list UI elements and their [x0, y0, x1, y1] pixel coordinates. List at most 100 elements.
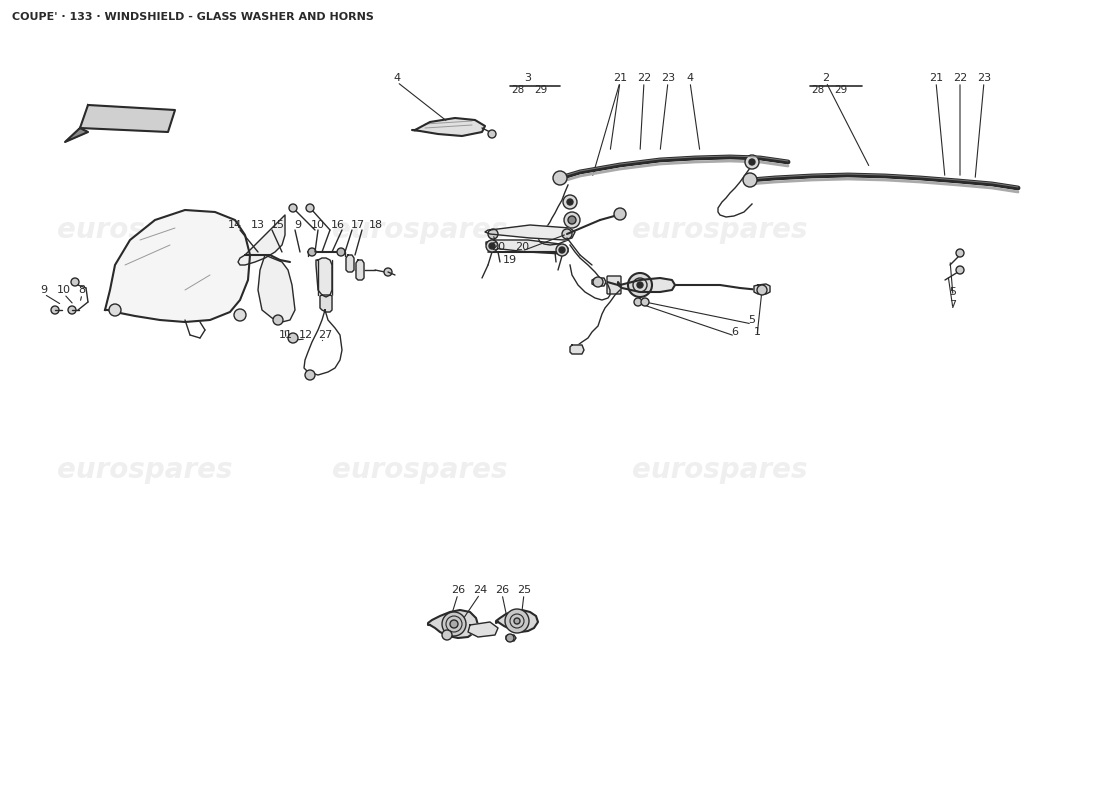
Circle shape: [514, 618, 520, 624]
Circle shape: [956, 266, 964, 274]
Circle shape: [745, 155, 759, 169]
Circle shape: [490, 243, 495, 249]
Text: eurospares: eurospares: [632, 216, 807, 244]
Polygon shape: [320, 295, 332, 312]
Circle shape: [628, 273, 652, 297]
Text: 28: 28: [512, 85, 525, 95]
Text: 18: 18: [368, 220, 383, 230]
Circle shape: [442, 630, 452, 640]
Polygon shape: [104, 210, 250, 322]
Text: 27: 27: [318, 330, 332, 340]
Circle shape: [568, 216, 576, 224]
Text: 23: 23: [661, 73, 675, 83]
Circle shape: [553, 171, 566, 185]
Text: 17: 17: [351, 220, 365, 230]
Text: 20: 20: [491, 242, 505, 252]
Text: 5: 5: [949, 287, 957, 297]
Circle shape: [614, 208, 626, 220]
Circle shape: [956, 249, 964, 257]
Text: 21: 21: [613, 73, 627, 83]
Text: 4: 4: [394, 73, 400, 83]
Text: 4: 4: [686, 73, 694, 83]
Circle shape: [757, 285, 767, 295]
Circle shape: [234, 309, 246, 321]
Text: 9: 9: [295, 220, 301, 230]
Text: 9: 9: [41, 285, 47, 295]
Circle shape: [562, 229, 572, 239]
Circle shape: [288, 333, 298, 343]
Text: 23: 23: [977, 73, 991, 83]
Text: 22: 22: [637, 73, 651, 83]
Text: 6: 6: [732, 327, 738, 337]
Text: 19: 19: [503, 255, 517, 265]
Polygon shape: [80, 105, 175, 132]
Circle shape: [749, 159, 755, 165]
Text: 29: 29: [835, 85, 848, 95]
Polygon shape: [238, 215, 285, 265]
Circle shape: [450, 620, 458, 628]
Text: 15: 15: [271, 220, 285, 230]
Circle shape: [442, 612, 466, 636]
FancyBboxPatch shape: [607, 276, 621, 294]
Text: eurospares: eurospares: [632, 456, 807, 484]
Text: 7: 7: [949, 300, 957, 310]
Circle shape: [306, 204, 313, 212]
Circle shape: [109, 304, 121, 316]
Text: 29: 29: [535, 85, 548, 95]
Text: 1: 1: [754, 327, 760, 337]
Circle shape: [556, 244, 568, 256]
Polygon shape: [428, 610, 478, 638]
Polygon shape: [592, 278, 606, 286]
Circle shape: [566, 199, 573, 205]
Circle shape: [506, 634, 514, 642]
Text: 26: 26: [495, 585, 509, 595]
Text: 8: 8: [78, 285, 86, 295]
Text: 22: 22: [953, 73, 967, 83]
Circle shape: [563, 195, 578, 209]
Polygon shape: [485, 225, 575, 240]
Text: eurospares: eurospares: [332, 456, 508, 484]
Text: COUPE' · 133 · WINDSHIELD - GLASS WASHER AND HORNS: COUPE' · 133 · WINDSHIELD - GLASS WASHER…: [12, 12, 374, 22]
Text: eurospares: eurospares: [57, 456, 233, 484]
Text: 20: 20: [515, 242, 529, 252]
Text: 25: 25: [517, 585, 531, 595]
Circle shape: [337, 248, 345, 256]
Text: eurospares: eurospares: [332, 216, 508, 244]
Circle shape: [742, 173, 757, 187]
Text: 3: 3: [525, 73, 531, 83]
Circle shape: [51, 306, 59, 314]
Text: 26: 26: [451, 585, 465, 595]
Circle shape: [384, 268, 392, 276]
Text: 10: 10: [57, 285, 72, 295]
Circle shape: [305, 370, 315, 380]
Text: 11: 11: [279, 330, 293, 340]
Circle shape: [488, 130, 496, 138]
Circle shape: [593, 277, 603, 287]
Circle shape: [72, 278, 79, 286]
Text: eurospares: eurospares: [57, 216, 233, 244]
Circle shape: [637, 282, 644, 288]
Polygon shape: [486, 240, 568, 254]
Circle shape: [505, 609, 529, 633]
Polygon shape: [468, 622, 498, 637]
Circle shape: [488, 229, 498, 239]
Circle shape: [634, 298, 642, 306]
Text: 13: 13: [251, 220, 265, 230]
Polygon shape: [506, 635, 516, 641]
Polygon shape: [65, 128, 88, 142]
Circle shape: [559, 247, 565, 253]
Circle shape: [68, 306, 76, 314]
Polygon shape: [346, 255, 354, 272]
Polygon shape: [570, 345, 584, 354]
Text: 10: 10: [311, 220, 324, 230]
Text: 5: 5: [748, 315, 756, 325]
Text: 16: 16: [331, 220, 345, 230]
Text: 21: 21: [928, 73, 943, 83]
Text: 2: 2: [823, 73, 829, 83]
Circle shape: [641, 298, 649, 306]
Polygon shape: [258, 255, 295, 322]
Circle shape: [564, 212, 580, 228]
Text: 14: 14: [228, 220, 242, 230]
Circle shape: [486, 240, 498, 252]
Text: 28: 28: [812, 85, 825, 95]
